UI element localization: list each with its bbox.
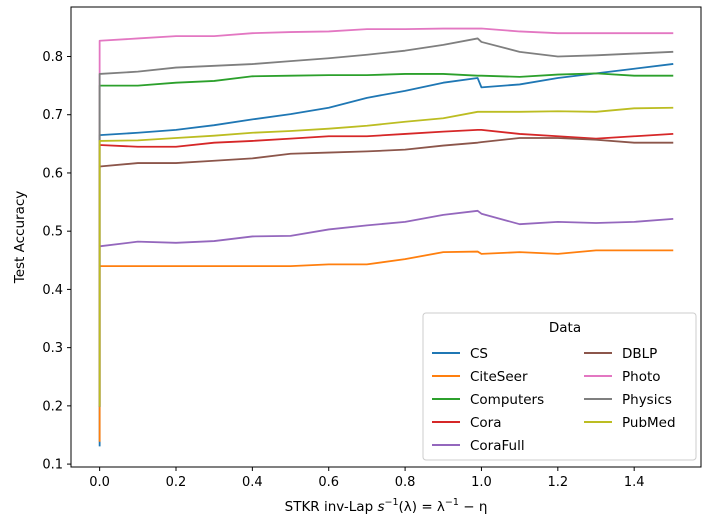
x-tick-label: 0.4: [242, 475, 263, 490]
y-axis: 0.1 0.2 0.3 0.4 0.5 0.6 0.7 0.8: [42, 50, 71, 473]
plot-lines: [98, 27, 674, 447]
legend-label: CS: [470, 346, 488, 362]
x-tick-label: 1.4: [624, 475, 645, 490]
y-tick-label: 0.2: [42, 399, 63, 414]
y-axis-label: Test Accuracy: [12, 191, 28, 285]
series-line-dblp: [98, 137, 674, 407]
x-axis-label-s: s: [377, 499, 384, 515]
legend-item-cs: CS: [432, 346, 488, 362]
x-axis-label-sup1: −1: [384, 497, 398, 508]
x-axis-label-sup2: −1: [445, 497, 459, 508]
legend-item-dblp: DBLP: [584, 346, 657, 362]
x-axis-label: STKR inv-Lap s−1(λ) = λ−1 − η: [285, 497, 488, 515]
legend-label: DBLP: [622, 346, 657, 362]
series-line-citeseer: [98, 249, 674, 442]
series-line-pubmed: [98, 106, 674, 407]
legend-label: Computers: [470, 392, 544, 408]
x-tick-label: 0.2: [166, 475, 187, 490]
legend-item-corafull: CoraFull: [432, 438, 525, 454]
x-tick-label: 0.8: [395, 475, 416, 490]
y-tick-label: 0.8: [42, 50, 63, 65]
x-axis-label-prefix: STKR inv-Lap: [285, 499, 378, 515]
x-tick-label: 1.2: [547, 475, 568, 490]
x-axis: 0.0 0.2 0.4 0.6 0.8 1.0 1.2 1.4: [89, 467, 645, 490]
legend-label: Physics: [622, 392, 672, 408]
legend-label: Cora: [470, 415, 502, 431]
legend-item-computers: Computers: [432, 392, 544, 408]
x-tick-label: 1.0: [471, 475, 492, 490]
legend-title: Data: [549, 320, 581, 336]
legend-item-photo: Photo: [584, 369, 661, 385]
y-tick-label: 0.5: [42, 225, 63, 240]
legend-item-citeseer: CiteSeer: [432, 369, 528, 385]
legend-label: PubMed: [622, 415, 676, 431]
legend-box: [422, 312, 697, 461]
legend-label: CiteSeer: [470, 369, 528, 385]
y-tick-label: 0.4: [42, 283, 63, 298]
legend-label: Photo: [622, 369, 661, 385]
legend-items: CS CiteSeer Computers Cora CoraFull DBLP Photo…: [432, 346, 676, 454]
legend-item-physics: Physics: [584, 392, 672, 408]
legend: Data CS CiteSeer Computers Cora CoraFull DBLP…: [422, 312, 697, 461]
x-axis-label-suffix: − η: [459, 499, 487, 515]
x-tick-label: 0.0: [89, 475, 110, 490]
y-tick-label: 0.3: [42, 341, 63, 356]
y-tick-label: 0.1: [42, 458, 63, 473]
series-line-computers: [98, 72, 674, 407]
series-line-physics: [98, 37, 674, 407]
legend-item-cora: Cora: [432, 415, 502, 431]
series-line-photo: [98, 27, 674, 407]
plot-frame: [70, 6, 702, 468]
x-tick-label: 0.6: [318, 475, 339, 490]
legend-item-pubmed: PubMed: [584, 415, 676, 431]
y-tick-label: 0.7: [42, 108, 63, 123]
x-axis-label-mid: (λ) = λ: [399, 499, 445, 515]
series-line-cs: [98, 63, 674, 447]
legend-label: CoraFull: [470, 438, 525, 454]
series-line-corafull: [98, 209, 674, 407]
y-tick-label: 0.6: [42, 166, 63, 181]
series-line-cora: [98, 128, 674, 407]
